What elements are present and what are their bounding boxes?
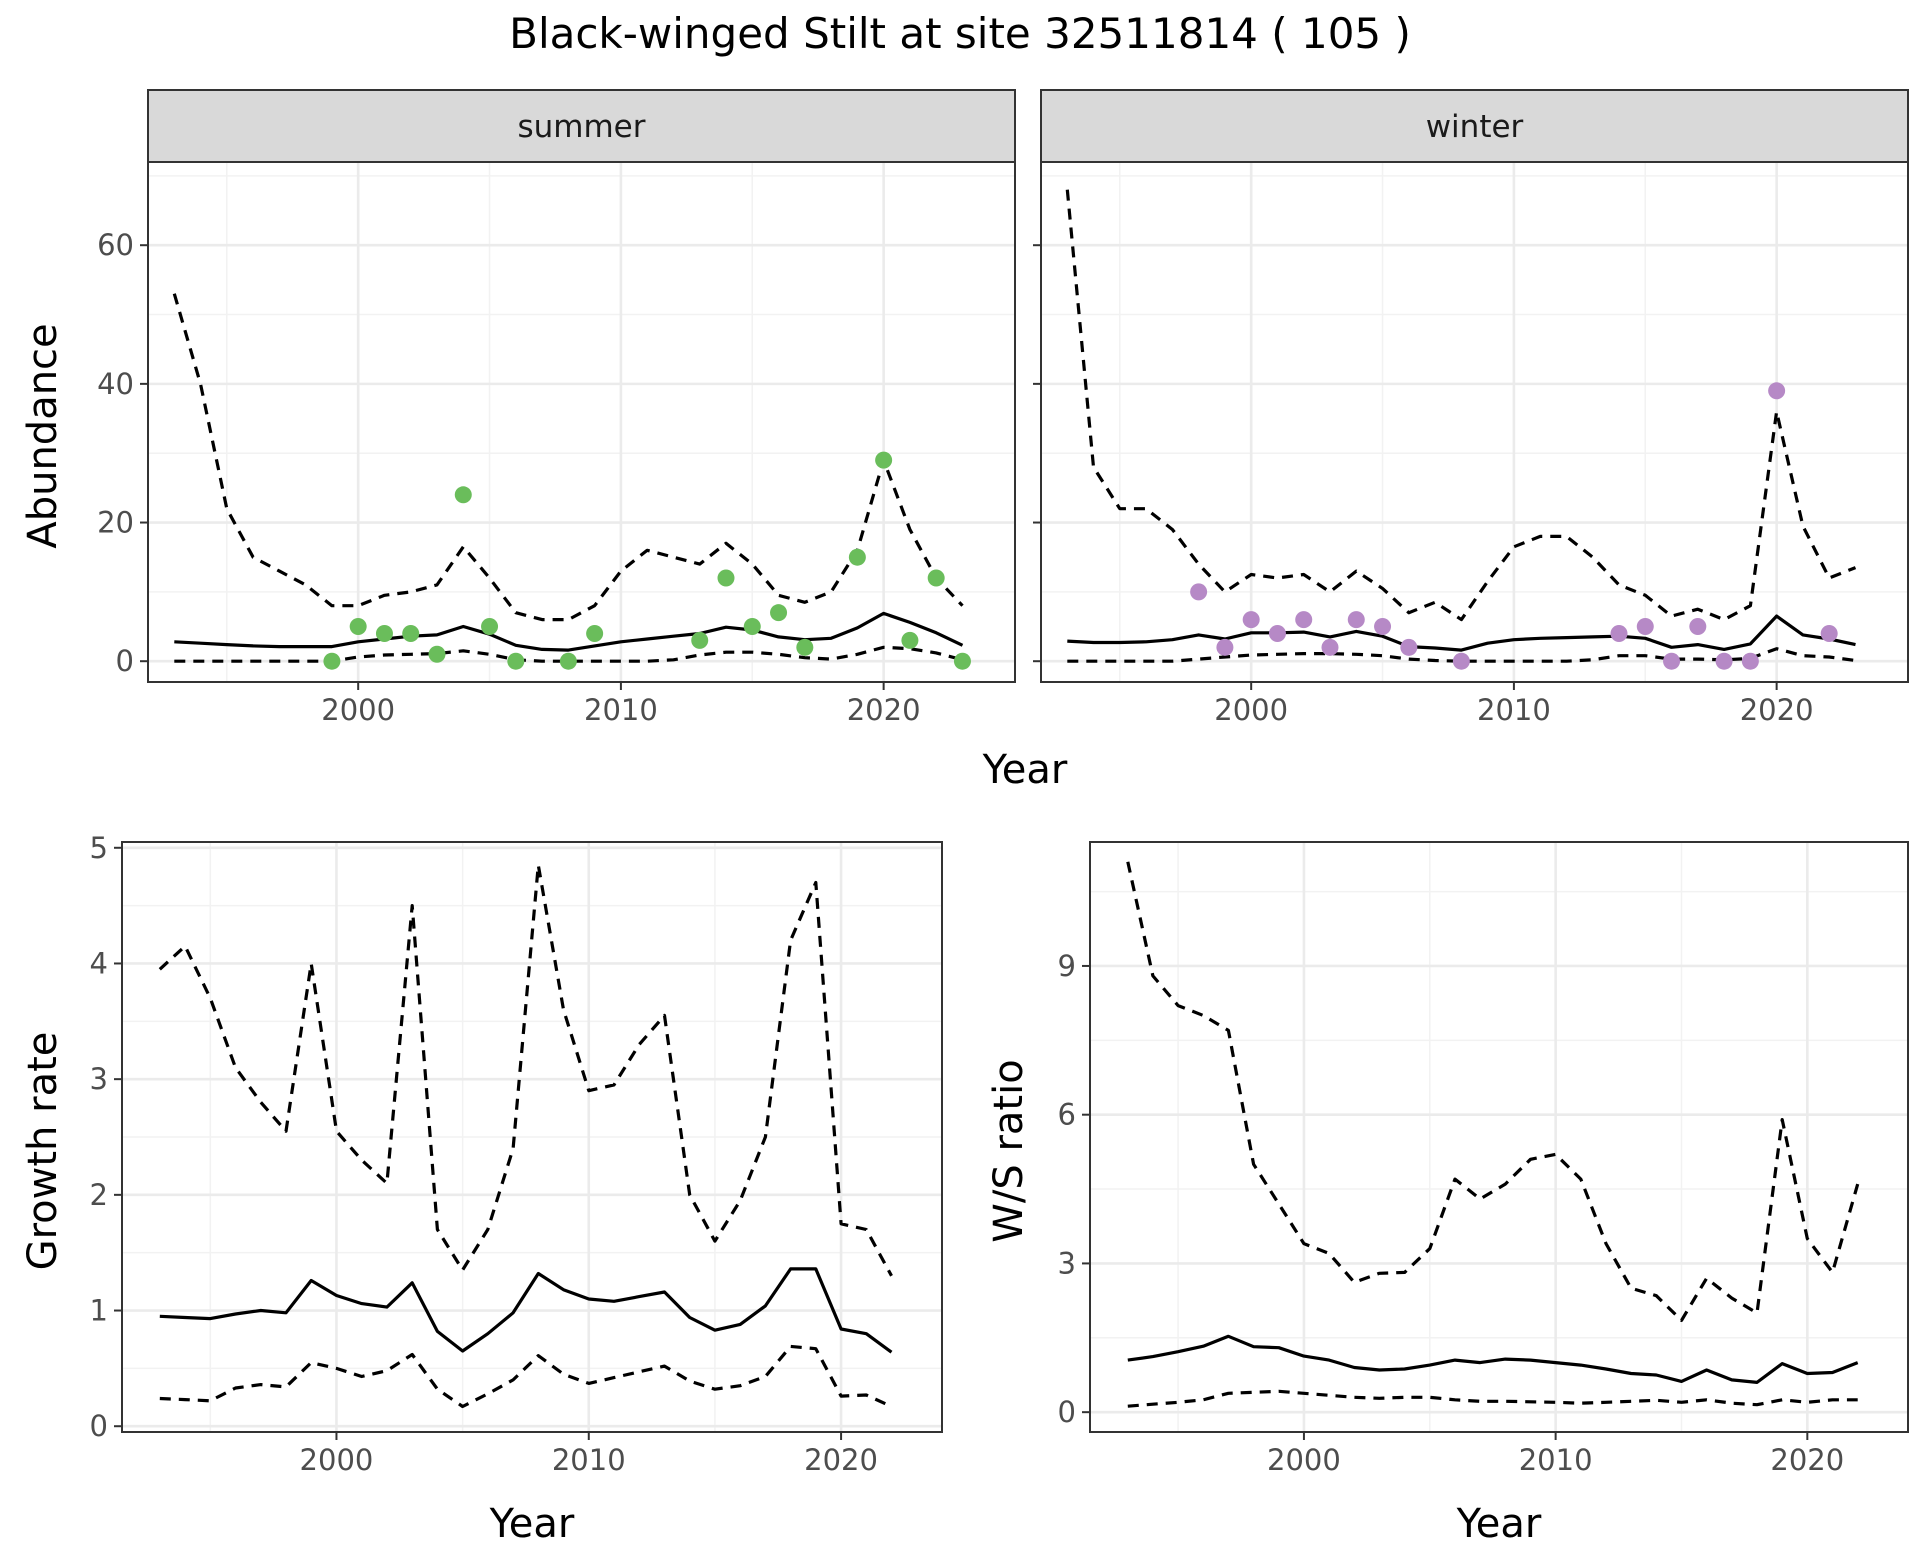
- series-line-estimate: [174, 611, 964, 652]
- x-tick-label: 2010: [584, 693, 658, 727]
- data-point: [770, 604, 788, 622]
- panel-winter: winter 2000 2010 2020: [1033, 89, 1909, 727]
- data-point: [743, 618, 761, 636]
- x-axis-title: Year: [489, 1501, 575, 1547]
- data-point: [901, 631, 919, 649]
- x-tick-label: 2010: [1519, 1443, 1593, 1477]
- data-point: [1452, 652, 1470, 670]
- y-tick-label: 3: [90, 1062, 108, 1096]
- x-tick-label: 2010: [552, 1443, 626, 1477]
- x-tick-label: 2020: [847, 693, 921, 727]
- data-point: [1689, 618, 1707, 636]
- series-line-bound: [1127, 1389, 1858, 1408]
- x-tick-label: 2000: [1267, 1443, 1341, 1477]
- x-tick-label: 2020: [804, 1443, 878, 1477]
- y-tick-label: 0: [1058, 1395, 1076, 1429]
- data-point: [875, 451, 893, 469]
- x-tick-label: 2020: [1770, 1443, 1844, 1477]
- facet-strip: [147, 89, 1016, 163]
- series-line-bound: [1065, 189, 1857, 622]
- x-tick-label: 2000: [321, 693, 395, 727]
- data-point: [1347, 611, 1365, 629]
- data-point: [349, 618, 367, 636]
- y-tick-label: 1: [90, 1294, 108, 1328]
- data-point: [481, 618, 499, 636]
- y-tick-label: 5: [90, 831, 108, 865]
- data-point: [1216, 638, 1234, 656]
- data-point: [717, 569, 735, 587]
- x-tick-label: 2000: [300, 1443, 374, 1477]
- data-point: [848, 548, 866, 566]
- panel-border: [1089, 841, 1909, 1433]
- facet-strip-label: summer: [517, 109, 645, 145]
- data-point: [1636, 618, 1654, 636]
- data-point: [454, 486, 472, 504]
- y-axis-title: Growth rate: [20, 1032, 66, 1271]
- y-tick-label: 40: [97, 367, 134, 401]
- facet-strip: [1040, 89, 1909, 163]
- x-tick-label: 2020: [1740, 693, 1814, 727]
- data-point: [953, 652, 971, 670]
- data-point: [1610, 624, 1628, 642]
- data-point: [1374, 618, 1392, 636]
- plot-background: [148, 162, 1015, 682]
- facet-strip-label: winter: [1426, 109, 1524, 145]
- data-point: [1295, 611, 1313, 629]
- figure-title: Black-winged Stilt at site 32511814 ( 10…: [509, 9, 1411, 58]
- top-shared-x-label: Year: [982, 747, 1068, 793]
- x-tick-label: 2000: [1214, 693, 1288, 727]
- series-line-bound: [159, 1344, 893, 1409]
- panel-border: [121, 841, 943, 1433]
- data-point: [507, 652, 525, 670]
- x-axis-title: Year: [1456, 1501, 1542, 1547]
- data-point: [428, 645, 446, 663]
- data-point: [691, 631, 709, 649]
- y-tick-label: 6: [1058, 1098, 1076, 1132]
- y-tick-label: 20: [97, 506, 134, 540]
- data-point: [402, 624, 420, 642]
- panel-ratio: 2000 2010 2020 0 3 6 9 W/S ratio Year: [986, 841, 1909, 1547]
- data-point: [927, 569, 945, 587]
- y-tick-label: 60: [97, 228, 134, 262]
- y-axis-title: Abundance: [20, 323, 66, 548]
- data-point: [323, 652, 341, 670]
- data-point: [1321, 638, 1339, 656]
- data-point: [1400, 638, 1418, 656]
- data-point: [1715, 652, 1733, 670]
- data-point: [586, 624, 604, 642]
- series-line-bound: [158, 863, 893, 1277]
- series-line-estimate: [1067, 614, 1856, 652]
- panel-growth: 2000 2010 2020 0 1 2 3 4 5 Growth rate Year: [20, 831, 943, 1547]
- y-tick-label: 0: [116, 644, 134, 678]
- data-point: [1768, 382, 1786, 400]
- y-tick-label: 3: [1058, 1246, 1076, 1280]
- plot-background: [1090, 842, 1908, 1432]
- data-point: [1268, 624, 1286, 642]
- data-point: [1741, 652, 1759, 670]
- y-tick-label: 2: [90, 1178, 108, 1212]
- series-line-bound: [1126, 861, 1860, 1323]
- series-line-estimate: [1127, 1334, 1859, 1385]
- data-point: [796, 638, 814, 656]
- panel-summer: summer 2000 2010 2020 0 20 40 60 Abundance: [20, 89, 1016, 727]
- data-point: [559, 652, 577, 670]
- plot-background: [1041, 162, 1908, 682]
- y-tick-label: 4: [90, 946, 108, 980]
- data-point: [1820, 624, 1838, 642]
- y-tick-label: 9: [1058, 949, 1076, 983]
- data-point: [1663, 652, 1681, 670]
- y-tick-label: 0: [90, 1409, 108, 1443]
- series-line-estimate: [159, 1267, 893, 1354]
- data-point: [1242, 611, 1260, 629]
- data-point: [375, 624, 393, 642]
- y-axis-title: W/S ratio: [986, 1059, 1032, 1242]
- x-tick-label: 2010: [1477, 693, 1551, 727]
- data-point: [1190, 583, 1208, 601]
